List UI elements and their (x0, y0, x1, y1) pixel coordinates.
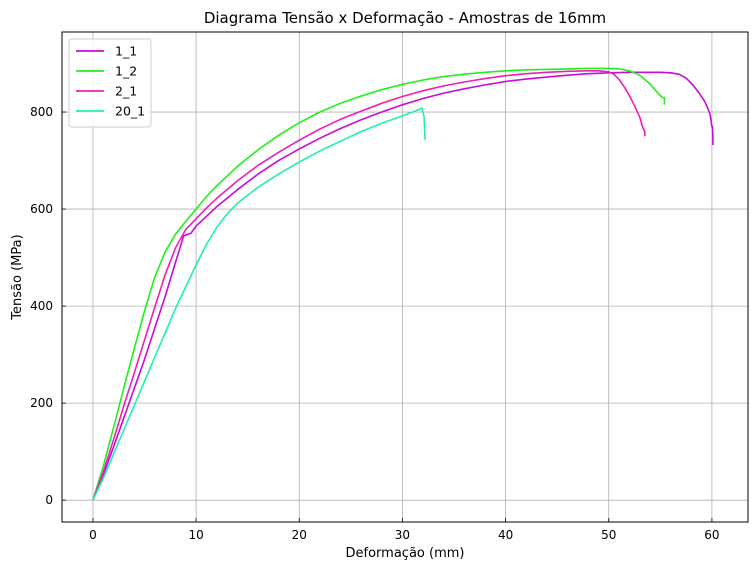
y-axis-label: Tensão (MPa) (10, 234, 25, 320)
series-line-20-1 (92, 107, 426, 501)
x-tick-label: 50 (601, 528, 616, 542)
series-line-1-1 (92, 71, 714, 501)
x-tick-label: 40 (498, 528, 513, 542)
x-tick-label: 10 (188, 528, 203, 542)
x-axis-label: Deformação (mm) (346, 546, 465, 561)
grid (62, 32, 748, 522)
x-tick-label: 60 (704, 528, 719, 542)
legend-label: 20_1 (115, 104, 145, 119)
series-lines (92, 67, 714, 501)
y-tick-label: 0 (45, 493, 53, 507)
legend-label: 1_1 (115, 44, 137, 59)
series-line-1-2 (92, 67, 666, 501)
y-tick-label: 800 (30, 105, 53, 119)
y-tick-label: 400 (30, 299, 53, 313)
legend-label: 2_1 (115, 84, 137, 99)
y-tick-label: 200 (30, 396, 53, 410)
legend-box (68, 38, 152, 128)
legend-label: 1_2 (115, 64, 137, 79)
legend: 1_1 1_2 2_1 20_1 (68, 38, 152, 128)
chart-title: Diagrama Tensão x Deformação - Amostras … (204, 9, 606, 27)
x-tick-label: 0 (89, 528, 97, 542)
x-tick-label: 20 (292, 528, 307, 542)
plot-area-frame (61, 31, 749, 523)
y-tick-label: 600 (30, 202, 53, 216)
x-tick-label: 30 (395, 528, 410, 542)
series-line-2-1 (92, 70, 646, 501)
